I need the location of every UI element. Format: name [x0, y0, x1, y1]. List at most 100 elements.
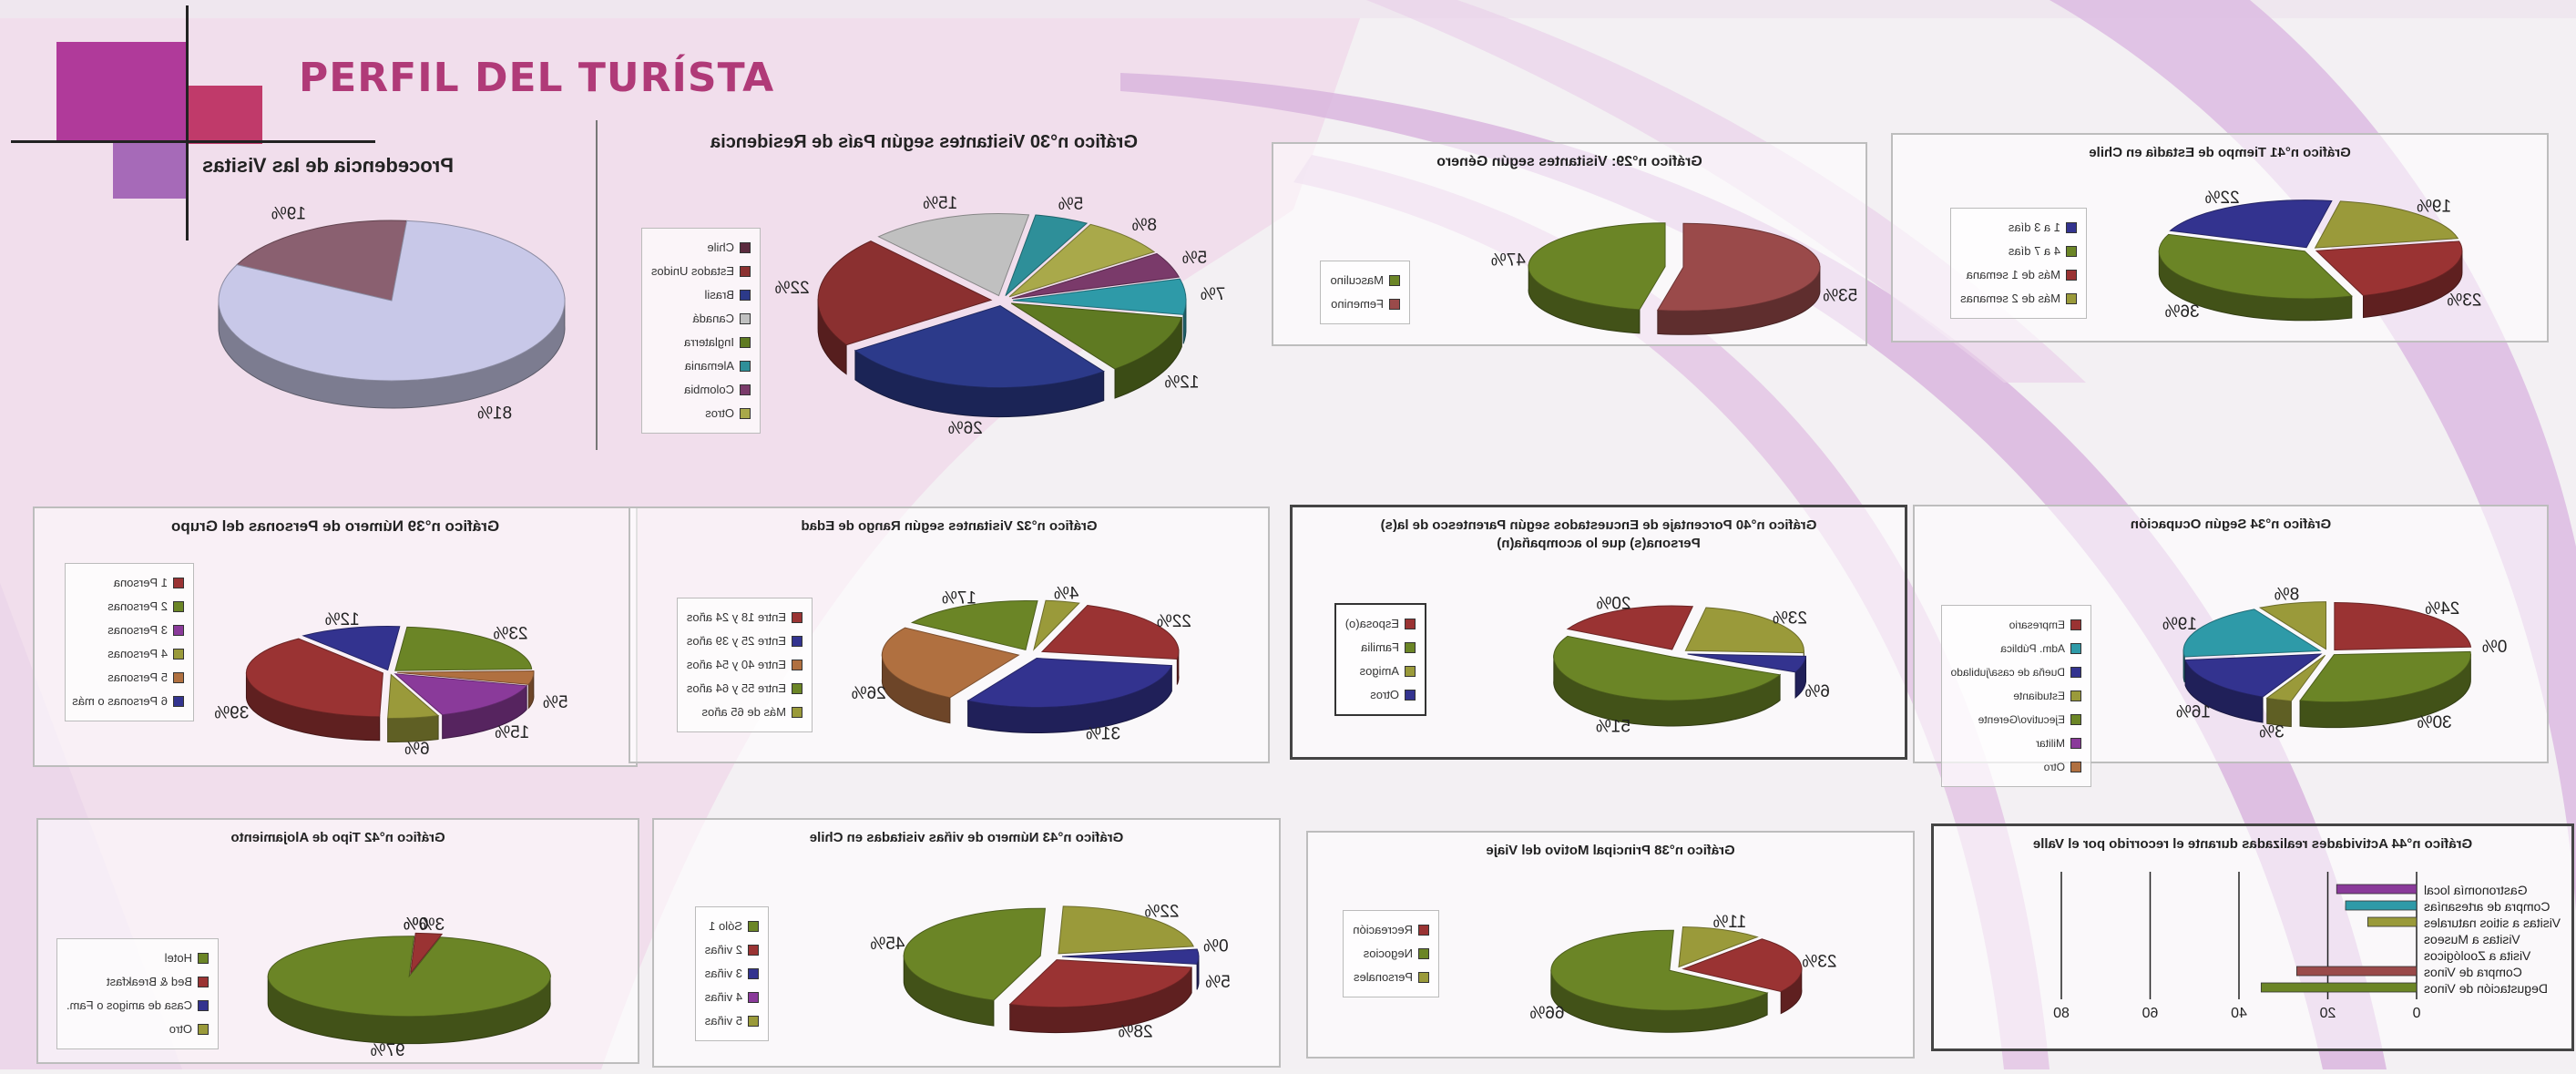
category-label: Visita a Zoológicos [2424, 948, 2530, 963]
legend-label: Más de 2 semanas [1960, 287, 2060, 311]
legend-label: 2 viñas [705, 938, 742, 962]
legend-label: Inglaterra [684, 331, 734, 354]
legend-label: Otros [1370, 683, 1399, 707]
chart-panel-procedencia: Procedencia de las Visitas 19%81% [36, 146, 619, 455]
x-tick-label: 0 [2412, 1006, 2420, 1021]
chart-title: Gráfico n°43 Número de viñas visitadas e… [654, 829, 1279, 847]
legend-swatch [748, 1016, 759, 1027]
x-tick-label: 40 [2231, 1006, 2247, 1021]
legend-item: Esposa(o) [1345, 612, 1416, 636]
legend-item: Recreación [1353, 918, 1429, 942]
legend-item: 4 Personas [75, 642, 184, 666]
slice-label: 7% [1201, 285, 1226, 304]
legend-item: Casa de amigos o Fam. [66, 994, 209, 1018]
legend-label: Bed & Breakfast [107, 970, 192, 994]
legend-swatch [2070, 738, 2081, 749]
legend-item: Alemania [651, 354, 751, 378]
slice-label: 22% [2204, 189, 2239, 208]
chart-panel-grupo: Gráfico n°39 Número de Personas del Grup… [33, 506, 638, 767]
category-label: Compra de Vinos [2424, 965, 2522, 979]
legend-item: Dueña de casa/jubilado [1951, 660, 2081, 684]
legend-label: 2 Personas [107, 595, 168, 619]
legend-label: 5 Personas [107, 666, 168, 690]
legend-swatch [748, 921, 759, 932]
legend-label: 5 viñas [705, 1009, 742, 1033]
legend-swatch [198, 1000, 209, 1011]
slice-label: 6% [1804, 682, 1830, 701]
logo-square-red [186, 86, 262, 144]
legend-swatch [740, 408, 751, 419]
slice-label: 6% [404, 740, 430, 759]
legend-label: Femenino [1331, 292, 1384, 316]
legend-item: Femenino [1330, 292, 1400, 316]
slice-label: 0% [1203, 936, 1229, 956]
legend-swatch [173, 601, 184, 612]
pie-slice-side [388, 716, 438, 742]
legend-swatch [740, 384, 751, 395]
slice-label: 31% [1086, 724, 1120, 743]
legend-swatch [748, 992, 759, 1003]
legend-item: Más de 65 años [687, 701, 802, 724]
legend-label: Adm. Pública [2000, 637, 2065, 660]
slice-label: 5% [1058, 195, 1084, 214]
chart-panel-estadia: Gráfico n°41 Tiempo de Estadía en Chile … [1891, 133, 2549, 343]
legend-swatch [748, 945, 759, 956]
legend-item: Estudiante [1951, 684, 2081, 708]
slice-label: 30% [2418, 713, 2452, 732]
slice-label: 19% [271, 204, 306, 223]
legend-label: 6 Personas o más [72, 690, 168, 713]
legend-item: Otros [1345, 683, 1416, 707]
legend-item: 2 viñas [705, 938, 759, 962]
legend-item: Adm. Pública [1951, 637, 2081, 660]
legend-swatch [2070, 714, 2081, 725]
legend-swatch [2070, 690, 2081, 701]
slice-label: 4% [1054, 585, 1079, 604]
legend-swatch [740, 266, 751, 277]
legend-label: Empresario [2009, 613, 2065, 637]
chart-panel-residencia: Gráfico n°30 Visitantes según País de Re… [601, 118, 1239, 465]
legend-label: Canadá [692, 307, 734, 331]
chart-panel-vinas: Gráfico n°43 Número de viñas visitadas e… [652, 818, 1281, 1068]
legend-swatch [1405, 619, 1416, 629]
legend-swatch [792, 683, 802, 694]
legend-label: Familia [1361, 636, 1399, 660]
bar [2296, 967, 2417, 976]
legend-label: Esposa(o) [1345, 612, 1399, 636]
legend-swatch [1405, 642, 1416, 653]
x-tick-label: 80 [2053, 1006, 2070, 1021]
legend-swatch [1405, 690, 1416, 701]
legend-label: Masculino [1330, 269, 1384, 292]
legend-swatch [2070, 762, 2081, 772]
legend-label: Sólo 1 [709, 915, 742, 938]
legend-swatch [2066, 222, 2077, 233]
slice-label: 15% [495, 723, 529, 742]
legend-item: Hotel [66, 946, 209, 970]
legend-label: Otro [2044, 755, 2065, 779]
legend-item: 6 Personas o más [75, 690, 184, 713]
legend-label: 1 a 3 días [2009, 216, 2060, 240]
legend-swatch [1418, 948, 1429, 959]
divider-line [596, 120, 598, 450]
legend-item: Chile [651, 236, 751, 260]
chart-title: Gráfico n°42 Tipo de Alojamiento [38, 829, 638, 847]
slice-label: 8% [1131, 216, 1157, 235]
legend-swatch [1405, 666, 1416, 677]
legend-swatch [173, 649, 184, 660]
chart-title: Gráfico n°30 Visitantes según País de Re… [601, 133, 1239, 151]
legend-label: Más de 65 años [701, 701, 786, 724]
slice-label: 12% [1164, 373, 1199, 393]
legend-label: Recreación [1353, 918, 1413, 942]
slice-label: 22% [775, 279, 810, 298]
legend-swatch [2070, 643, 2081, 654]
x-tick-label: 60 [2142, 1006, 2159, 1021]
chart-panel-alojamiento: Gráfico n°42 Tipo de Alojamiento 97%3%0%… [36, 818, 639, 1064]
legend-label: 1 Persona [114, 571, 168, 595]
legend-label: Entre 25 y 39 años [687, 629, 786, 653]
chart-title: Gráfico n°29: Visitantes según Género [1273, 153, 1866, 171]
legend-item: Brasil [651, 283, 751, 307]
legend-swatch [198, 1024, 209, 1035]
